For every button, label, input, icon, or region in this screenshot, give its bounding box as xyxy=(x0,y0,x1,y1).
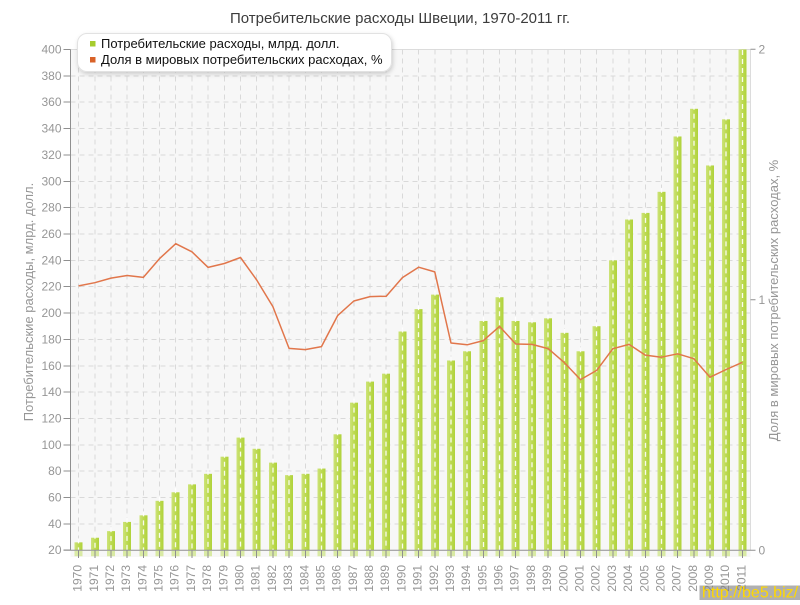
svg-text:http://be5.biz/: http://be5.biz/ xyxy=(702,585,799,601)
svg-text:1972: 1972 xyxy=(103,565,117,592)
svg-text:160: 160 xyxy=(41,359,61,373)
svg-text:1984: 1984 xyxy=(298,565,312,592)
svg-text:2000: 2000 xyxy=(557,565,571,592)
svg-text:Доля в мировых потребительских: Доля в мировых потребительских расходах,… xyxy=(766,159,781,441)
svg-text:340: 340 xyxy=(41,122,61,136)
svg-text:1991: 1991 xyxy=(411,565,425,592)
svg-text:1998: 1998 xyxy=(524,565,538,592)
svg-text:1996: 1996 xyxy=(492,565,506,592)
svg-text:Потребительские расходы, млрд.: Потребительские расходы, млрд. долл. xyxy=(21,183,36,422)
svg-text:2005: 2005 xyxy=(638,565,652,592)
svg-text:0: 0 xyxy=(759,543,766,557)
svg-text:2008: 2008 xyxy=(686,565,700,592)
svg-text:1976: 1976 xyxy=(168,565,182,592)
svg-text:2: 2 xyxy=(759,42,766,56)
svg-text:2002: 2002 xyxy=(589,565,603,592)
svg-text:20: 20 xyxy=(48,543,62,557)
svg-text:2003: 2003 xyxy=(605,565,619,592)
svg-text:1989: 1989 xyxy=(378,565,392,592)
svg-text:240: 240 xyxy=(41,254,61,268)
svg-text:1977: 1977 xyxy=(184,565,198,592)
svg-text:380: 380 xyxy=(41,69,61,83)
svg-text:40: 40 xyxy=(48,517,62,531)
svg-text:2007: 2007 xyxy=(670,565,684,592)
svg-text:2001: 2001 xyxy=(573,565,587,592)
svg-text:280: 280 xyxy=(41,201,61,215)
svg-text:1974: 1974 xyxy=(136,565,150,592)
svg-text:1990: 1990 xyxy=(395,565,409,592)
svg-text:1983: 1983 xyxy=(281,565,295,592)
svg-text:1973: 1973 xyxy=(119,565,133,592)
svg-text:60: 60 xyxy=(48,491,62,505)
svg-text:1995: 1995 xyxy=(476,565,490,592)
svg-text:220: 220 xyxy=(41,280,61,294)
svg-text:1980: 1980 xyxy=(233,565,247,592)
svg-text:1993: 1993 xyxy=(443,565,457,592)
svg-text:260: 260 xyxy=(41,227,61,241)
svg-text:120: 120 xyxy=(41,412,61,426)
svg-text:1997: 1997 xyxy=(508,565,522,592)
svg-text:400: 400 xyxy=(41,43,61,57)
svg-text:1975: 1975 xyxy=(152,565,166,592)
svg-text:1971: 1971 xyxy=(87,565,101,592)
svg-text:1979: 1979 xyxy=(217,565,231,592)
svg-text:1988: 1988 xyxy=(362,565,376,592)
svg-text:1987: 1987 xyxy=(346,565,360,592)
svg-text:80: 80 xyxy=(48,464,62,478)
svg-text:300: 300 xyxy=(41,175,61,189)
svg-text:2004: 2004 xyxy=(621,565,635,592)
svg-text:1992: 1992 xyxy=(427,565,441,592)
svg-text:320: 320 xyxy=(41,148,61,162)
svg-text:1978: 1978 xyxy=(200,565,214,592)
svg-text:200: 200 xyxy=(41,306,61,320)
svg-text:1985: 1985 xyxy=(314,565,328,592)
svg-text:1986: 1986 xyxy=(330,565,344,592)
svg-text:2006: 2006 xyxy=(654,565,668,592)
svg-text:1981: 1981 xyxy=(249,565,263,592)
svg-text:1994: 1994 xyxy=(459,565,473,592)
svg-text:100: 100 xyxy=(41,438,61,452)
svg-text:1970: 1970 xyxy=(71,565,85,592)
svg-text:Потребительские расходы, млрд.: Потребительские расходы, млрд. долл. xyxy=(101,36,340,51)
svg-text:1982: 1982 xyxy=(265,565,279,592)
svg-text:1: 1 xyxy=(759,293,766,307)
svg-text:1999: 1999 xyxy=(540,565,554,592)
svg-text:180: 180 xyxy=(41,333,61,347)
svg-text:140: 140 xyxy=(41,385,61,399)
svg-text:360: 360 xyxy=(41,95,61,109)
svg-text:Доля в мировых потребительских: Доля в мировых потребительских расходах,… xyxy=(101,52,383,67)
svg-text:Потребительские расходы Швеции: Потребительские расходы Швеции, 1970-201… xyxy=(230,10,570,27)
